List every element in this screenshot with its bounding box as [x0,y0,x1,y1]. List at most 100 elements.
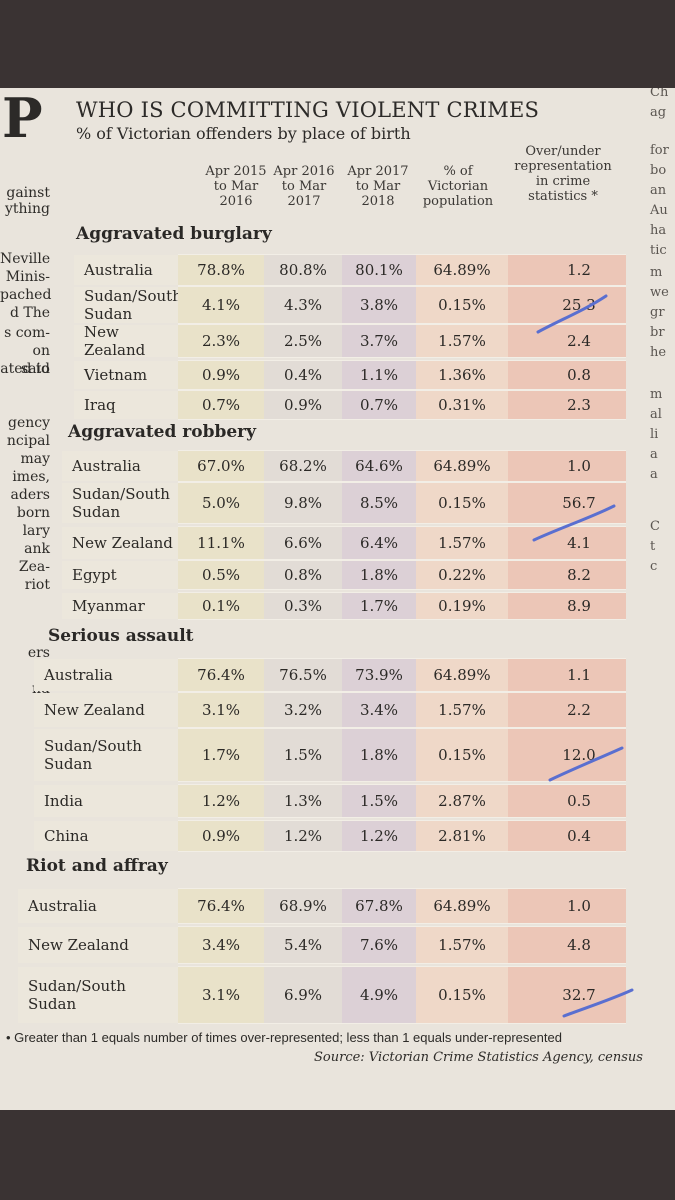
representation-cell: 8.2 [508,560,626,590]
offender-percent-cell: 0.7% [342,390,416,420]
left-column-word: gainst [6,185,50,201]
offender-percent-cell: 1.8% [342,560,416,590]
table-row: Australia 78.8% 80.8% 80.1% 64.89% 1.2 [0,254,675,286]
offender-percent-cell: 1.7% [342,592,416,620]
offender-percent-cell: 4.3% [264,286,342,324]
column-header-line: 2017 [287,194,321,209]
offender-percent-cell: 0.9% [264,390,342,420]
population-cell: 0.15% [416,966,508,1024]
offender-percent-cell: 1.3% [264,784,342,818]
right-column-word: Au [650,203,668,218]
column-header-line: to Mar [213,179,259,194]
right-column-word: c [650,559,658,574]
population-cell: 1.36% [416,360,508,390]
article-title: WHO IS COMMITTING VIOLENT CRIMES [76,98,540,122]
right-column-word: br [650,325,665,340]
population-cell: 0.15% [416,728,508,782]
offender-percent-cell: 0.5% [178,560,264,590]
left-column-word: gency [7,415,50,431]
table-row: New Zealand 2.3% 2.5% 3.7% 1.57% 2.4 [0,323,675,359]
left-column-word: on said [21,343,50,377]
column-header-line: Over/under [525,144,601,159]
representation-cell: 0.5 [508,784,626,818]
country-cell: India [44,792,83,810]
left-column-word: ers [27,645,50,661]
offender-percent-cell: 73.9% [342,658,416,692]
population-cell: 2.81% [416,820,508,852]
offender-percent-cell: 80.8% [264,254,342,286]
right-column-word: m [650,387,663,402]
offender-percent-cell: 4.1% [178,286,264,324]
table-row: New Zealand 3.1% 3.2% 3.4% 1.57% 2.2 [0,692,675,728]
offender-percent-cell: 76.5% [264,658,342,692]
column-header-line: % of [443,164,473,179]
table-row: Sudan/South Sudan 1.7% 1.5% 1.8% 0.15% 12.0 [0,728,675,782]
column-header-line: in crime [535,174,591,189]
right-column-word: ha [650,223,667,238]
representation-cell: 1.1 [508,658,626,692]
population-cell: 64.89% [416,450,508,482]
offender-percent-cell: 1.5% [264,728,342,782]
offender-percent-cell: 1.7% [178,728,264,782]
left-column-word: s com- [4,325,50,341]
source-note: Source: Victorian Crime Statistics Agenc… [314,1050,643,1065]
pen-underline-marks [532,294,634,1018]
offender-percent-cell: 8.5% [342,482,416,524]
table-row: Sudan/South Sudan 4.1% 4.3% 3.8% 0.15% 25.3 [0,286,675,324]
right-column-word: t [650,539,656,554]
offender-percent-cell: 1.1% [342,360,416,390]
top-dark-bar [0,0,675,88]
representation-cell: 2.2 [508,692,626,728]
column-header-line: Apr 2015 [205,164,267,179]
offender-percent-cell: 76.4% [178,888,264,924]
offender-percent-cell: 67.0% [178,450,264,482]
column-header-line: representation [514,159,612,174]
country-cell: Sudan/South Sudan [72,485,170,521]
population-cell: 64.89% [416,658,508,692]
article-subtitle: % of Victorian offenders by place of bir… [76,124,411,143]
drop-cap-letter: P [2,88,43,150]
representation-cell: 4.8 [508,926,626,964]
population-cell: 0.22% [416,560,508,590]
representation-cell: 0.4 [508,820,626,852]
offender-percent-cell: 2.5% [264,324,342,358]
representation-cell: 2.4 [508,324,626,358]
offender-percent-cell: 1.2% [178,784,264,818]
offender-percent-cell: 3.1% [178,966,264,1024]
right-column-word: m [650,265,663,280]
right-column-word: ag [650,105,667,120]
column-header: Over/under representation in crime statisti… [504,144,622,204]
offender-percent-cell: 7.6% [342,926,416,964]
column-header: % of Victorian population [412,164,504,209]
country-cell: Sudan/South Sudan [44,737,142,773]
offender-percent-cell: 2.3% [178,324,264,358]
country-cell: New Zealand [72,534,173,552]
country-cell: Australia [28,897,97,915]
population-cell: 2.87% [416,784,508,818]
offender-percent-cell: 3.1% [178,692,264,728]
table-row: Egypt 0.5% 0.8% 1.8% 0.22% 8.2 [0,560,675,590]
section-heading: Riot and affray [26,856,168,876]
left-column-word: ank [24,541,50,557]
column-header-line: to Mar [281,179,327,194]
right-column-word: tic [650,243,667,258]
right-column-word: C [650,519,660,534]
newspaper-clipping: P WHO IS COMMITTING VIOLENT CRIMES % of … [0,88,675,1110]
country-cell: New Zealand [28,936,129,954]
column-header-line: Apr 2017 [347,164,409,179]
right-column-word: a [650,447,658,462]
right-column-word: an [650,183,667,198]
country-cell: Myanmar [72,597,145,615]
country-cell: Sudan/South Sudan [28,977,126,1013]
right-column-word: bo [650,163,667,178]
offender-percent-cell: 0.9% [178,820,264,852]
left-column-word: imes, [12,469,50,485]
country-cell: New Zealand [84,323,146,359]
left-column-word: may [20,451,50,467]
column-header-line: Victorian [427,179,489,194]
offender-percent-cell: 0.3% [264,592,342,620]
left-column-word: riot [24,577,50,593]
left-column-word: aders [10,487,50,503]
right-column-word: he [650,345,667,360]
bottom-dark-bar [0,1110,675,1200]
